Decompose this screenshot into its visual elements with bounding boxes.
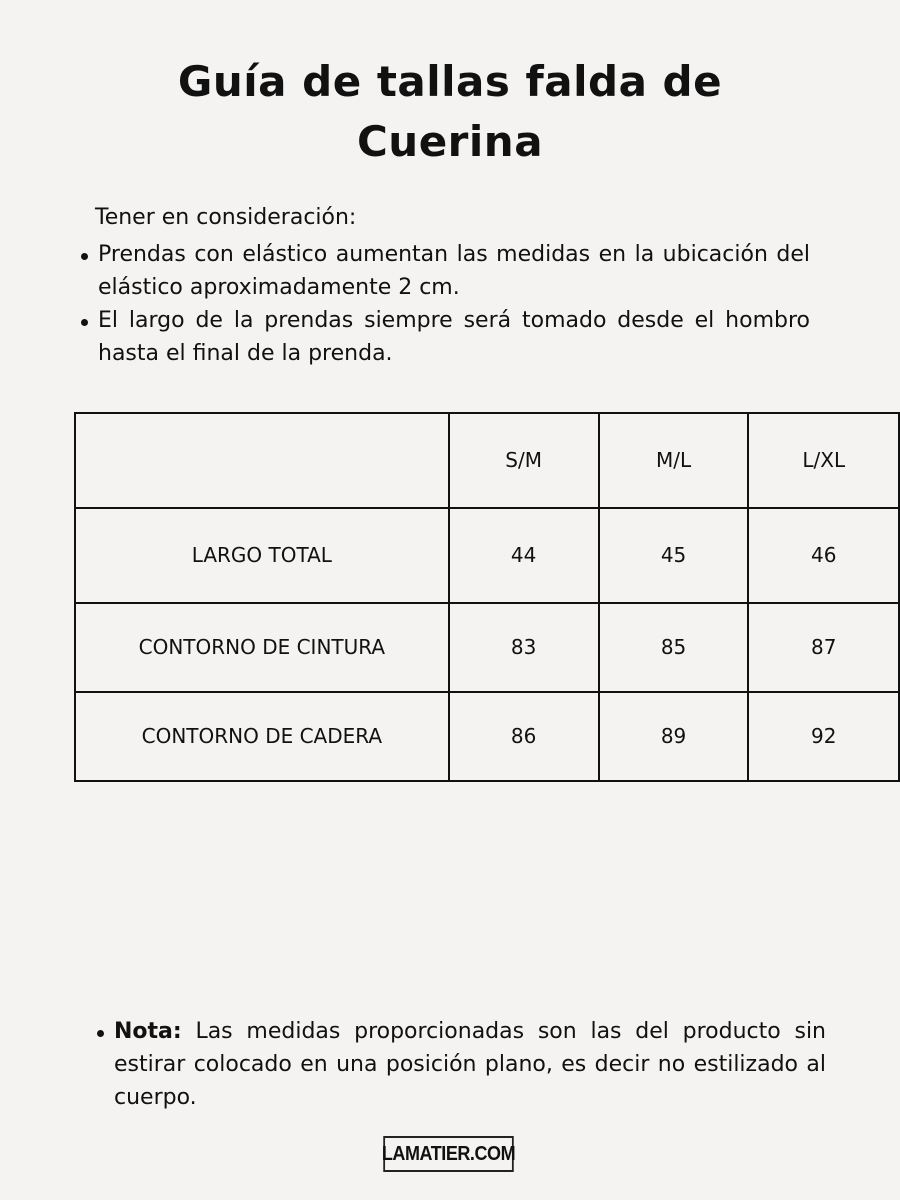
header-cell-ml: M/L: [597, 412, 750, 509]
list-item: Prendas con elástico aumentan las medida…: [78, 238, 810, 304]
row-label: LARGO TOTAL: [74, 507, 450, 604]
table-cell: 85: [597, 602, 750, 693]
row-label: CONTORNO DE CINTURA: [74, 602, 450, 693]
table-cell: 92: [747, 691, 900, 782]
table-cell: 44: [447, 507, 600, 604]
list-item: El largo de la prendas siempre será toma…: [78, 304, 810, 370]
table-cell: 86: [447, 691, 600, 782]
table-cell: 46: [747, 507, 900, 604]
considerations-list: Prendas con elástico aumentan las medida…: [78, 238, 810, 370]
row-label: CONTORNO DE CADERA: [74, 691, 450, 782]
table-cell: 87: [747, 602, 900, 693]
size-table: S/M M/L L/XL LARGO TOTAL 44 45 46 CONTOR…: [74, 412, 900, 782]
title-line-2: Cuerina: [356, 117, 544, 166]
table-cell: 89: [597, 691, 750, 782]
page-title: Guía de tallas falda de Cuerina: [0, 52, 900, 172]
header-cell-sm: S/M: [447, 412, 600, 509]
title-line-1: Guía de tallas falda de: [177, 57, 723, 106]
table-cell: 83: [447, 602, 600, 693]
table-row: CONTORNO DE CADERA 86 89 92: [74, 691, 900, 782]
note-list: Nota: Las medidas proporcionadas son las…: [96, 1015, 826, 1114]
note-item: Nota: Las medidas proporcionadas son las…: [96, 1015, 826, 1114]
header-cell-lxl: L/XL: [747, 412, 900, 509]
table-header-row: S/M M/L L/XL: [74, 412, 900, 509]
lamatier-logo: LAMATIER.COM: [382, 1136, 516, 1172]
note-label: Nota:: [114, 1019, 182, 1044]
header-cell-empty: [74, 412, 450, 509]
table-row: LARGO TOTAL 44 45 46: [74, 507, 900, 604]
table-row: CONTORNO DE CINTURA 83 85 87: [74, 602, 900, 693]
intro-text: Tener en consideración:: [95, 205, 357, 230]
table-cell: 45: [597, 507, 750, 604]
note-text: Las medidas proporcionadas son las del p…: [114, 1019, 826, 1110]
